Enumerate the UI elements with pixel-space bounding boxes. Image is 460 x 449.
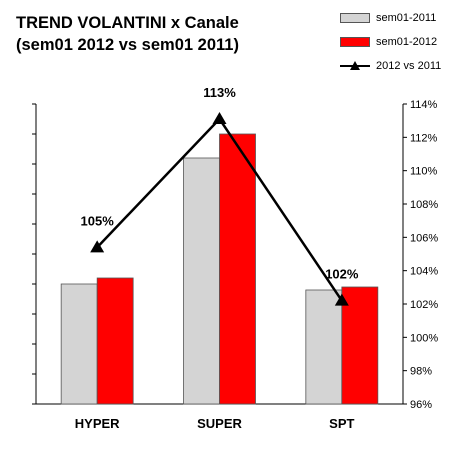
legend-swatch-sem01-2012 xyxy=(340,37,370,47)
bars-group xyxy=(60,133,379,405)
x-tick-label-hyper: HYPER xyxy=(75,416,120,431)
legend-swatch-sem01-2011 xyxy=(340,13,370,23)
legend-label-sem01-2011: sem01-2011 xyxy=(376,12,437,24)
ratio-marker-super xyxy=(212,112,227,124)
right-axis-tick-label: 102% xyxy=(410,299,438,311)
left-axis-ticks xyxy=(32,103,36,405)
x-axis-tick-labels: HYPER SUPER SPT xyxy=(75,416,355,431)
ratio-data-label-super: 113% xyxy=(203,85,236,100)
legend-label-2012-vs-2011: 2012 vs 2011 xyxy=(376,60,442,72)
ratio-marker-spt xyxy=(334,293,349,306)
ratio-data-label-hyper: 105% xyxy=(81,213,115,228)
legend-line-marker-icon xyxy=(340,61,370,70)
right-axis-tick-label: 110% xyxy=(410,166,438,178)
bar-sem01-2012-hyper xyxy=(96,277,134,405)
right-axis-tick-label: 114% xyxy=(410,99,438,111)
right-axis-tick-label: 112% xyxy=(410,132,438,144)
ratio-line-group: 105% 113% 102% xyxy=(81,85,359,306)
legend-item-sem01-2011: sem01-2011 xyxy=(340,10,436,26)
bar-sem01-2011-hyper xyxy=(60,283,98,405)
ratio-marker-hyper xyxy=(90,240,105,253)
legend-item-2012-vs-2011: 2012 vs 2011 xyxy=(340,58,441,74)
right-axis-tick-label: 96% xyxy=(410,399,432,411)
bar-sem01-2011-spt xyxy=(305,289,343,405)
right-axis-tick-label: 98% xyxy=(410,366,432,378)
right-axis-tick-label: 108% xyxy=(410,199,438,211)
right-axis-tick-label: 100% xyxy=(410,332,438,344)
legend-label-sem01-2012: sem01-2012 xyxy=(376,36,438,48)
bar-sem01-2012-spt xyxy=(341,286,379,405)
ratio-data-label-spt: 102% xyxy=(325,267,359,282)
x-tick-label-spt: SPT xyxy=(329,416,354,431)
bar-sem01-2011-super xyxy=(183,157,220,405)
chart-subtitle: (sem01 2012 vs sem01 2011) xyxy=(16,36,239,54)
right-axis-ticks: 96% 98% 100% 102% 104% 106% 108% 110% 112% 114% xyxy=(403,99,438,411)
chart-title: TREND VOLANTINI x Canale xyxy=(16,14,239,32)
x-tick-label-super: SUPER xyxy=(197,416,242,431)
legend-item-sem01-2012: sem01-2012 xyxy=(340,34,437,50)
right-axis-tick-label: 104% xyxy=(410,266,438,278)
right-axis-tick-label: 106% xyxy=(410,232,438,244)
bar-sem01-2012-super xyxy=(219,133,256,405)
